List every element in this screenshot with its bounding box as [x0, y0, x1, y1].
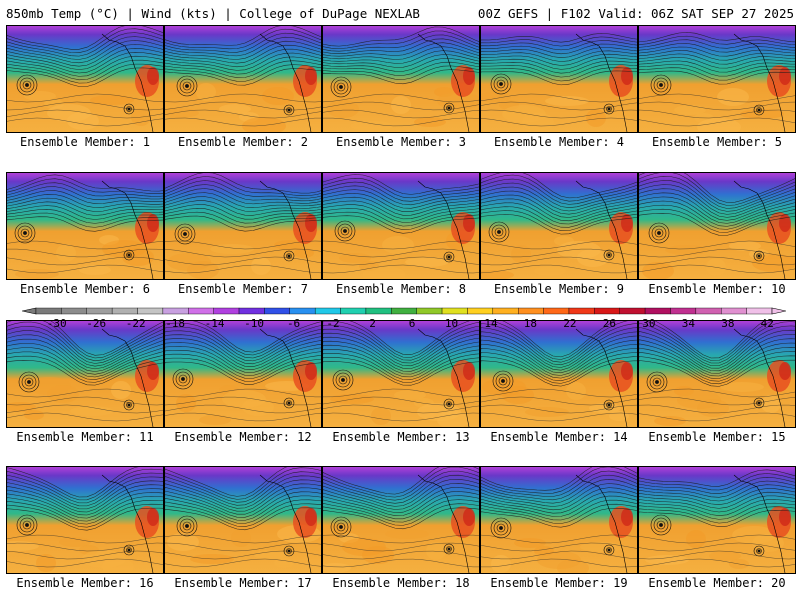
colorbar-segment — [314, 307, 341, 315]
colorbar-tick-label: -30 — [47, 317, 67, 330]
colorbar-segment — [543, 307, 570, 315]
temperature-map — [322, 320, 480, 428]
colorbar-segment — [35, 307, 62, 315]
colorbar-left-arrow — [22, 307, 37, 315]
member-caption: Ensemble Member: 20 — [648, 576, 786, 590]
colorbar-tick-label: 30 — [642, 317, 655, 330]
temperature-map — [480, 320, 638, 428]
colorbar-segment — [213, 307, 240, 315]
colorbar-segment — [188, 307, 214, 315]
colorbar-segment — [416, 307, 443, 315]
member-caption: Ensemble Member: 6 — [19, 282, 151, 296]
temperature-map — [6, 25, 164, 133]
temperature-map — [6, 172, 164, 280]
temperature-map — [164, 320, 322, 428]
member-caption: Ensemble Member: 15 — [648, 430, 786, 444]
temperature-map — [480, 25, 638, 133]
temperature-map — [638, 172, 796, 280]
colorbar-segment — [695, 307, 722, 315]
colorbar-tick-label: -14 — [205, 317, 225, 330]
temperature-map — [322, 466, 480, 574]
colorbar-tick-label: 34 — [682, 317, 696, 330]
temperature-map — [6, 466, 164, 574]
temperature-map — [480, 466, 638, 574]
colorbar-segment — [721, 307, 747, 315]
colorbar-tick-label: -26 — [86, 317, 106, 330]
temperature-colorbar: -30 -26 -22 -18 -14 -10 -6 -2 2 6 10 14 18 22 26 30 34 38… — [22, 307, 786, 330]
member-caption: Ensemble Member: 18 — [332, 576, 470, 590]
member-caption: Ensemble Member: 10 — [648, 282, 786, 296]
temperature-map — [6, 320, 164, 428]
temperature-map — [164, 172, 322, 280]
colorbar-tick-label: -22 — [126, 317, 146, 330]
colorbar-segment — [340, 307, 367, 315]
colorbar-segment — [619, 307, 646, 315]
member-caption: Ensemble Member: 1 — [19, 135, 151, 149]
colorbar-segment — [137, 307, 164, 315]
colorbar-segment — [264, 307, 290, 315]
colorbar-tick-label: 22 — [563, 317, 576, 330]
colorbar-tick-label: -18 — [165, 317, 185, 330]
colorbar-tick-label: -6 — [287, 317, 300, 330]
colorbar-segment — [441, 307, 468, 315]
colorbar-segment — [162, 307, 189, 315]
colorbar-tick-label: 10 — [445, 317, 458, 330]
colorbar-segment — [61, 307, 87, 315]
header-title: 850mb Temp (°C) | Wind (kts) | College o… — [6, 6, 420, 21]
colorbar-segment — [111, 307, 138, 315]
colorbar-tick-label: -2 — [326, 317, 339, 330]
member-caption: Ensemble Member: 8 — [335, 282, 467, 296]
colorbar-tick-label: 26 — [603, 317, 616, 330]
colorbar-segment — [644, 307, 671, 315]
colorbar-segment — [518, 307, 544, 315]
member-caption: Ensemble Member: 7 — [177, 282, 309, 296]
member-caption: Ensemble Member: 4 — [493, 135, 625, 149]
member-caption: Ensemble Member: 17 — [174, 576, 312, 590]
header-valid-time: 00Z GEFS | F102 Valid: 06Z SAT SEP 27 20… — [477, 6, 794, 21]
colorbar-tick-label: 42 — [761, 317, 774, 330]
member-caption: Ensemble Member: 16 — [16, 576, 154, 590]
colorbar-segment — [238, 307, 265, 315]
colorbar-segment — [391, 307, 417, 315]
colorbar-segment — [594, 307, 620, 315]
temperature-map — [638, 25, 796, 133]
colorbar-tick-label: 38 — [721, 317, 734, 330]
temperature-map — [322, 172, 480, 280]
colorbar-tick-label: 2 — [369, 317, 376, 330]
temperature-map — [638, 320, 796, 428]
colorbar-segment — [568, 307, 595, 315]
temperature-map — [480, 172, 638, 280]
member-caption: Ensemble Member: 19 — [490, 576, 628, 590]
member-caption: Ensemble Member: 3 — [335, 135, 467, 149]
colorbar-tick-label: 6 — [409, 317, 416, 330]
colorbar-right-arrow — [771, 307, 786, 315]
colorbar-segment — [289, 307, 316, 315]
member-caption: Ensemble Member: 11 — [16, 430, 154, 444]
member-caption: Ensemble Member: 13 — [332, 430, 470, 444]
colorbar-tick-label: 18 — [524, 317, 537, 330]
temperature-map — [322, 25, 480, 133]
temperature-map — [164, 466, 322, 574]
colorbar-tick-label: -10 — [244, 317, 264, 330]
colorbar-segment — [492, 307, 519, 315]
member-caption: Ensemble Member: 14 — [490, 430, 628, 444]
temperature-map — [164, 25, 322, 133]
colorbar-segment — [365, 307, 392, 315]
member-caption: Ensemble Member: 2 — [177, 135, 309, 149]
member-caption: Ensemble Member: 5 — [651, 135, 783, 149]
member-caption: Ensemble Member: 9 — [493, 282, 625, 296]
member-caption: Ensemble Member: 12 — [174, 430, 312, 444]
temperature-map — [638, 466, 796, 574]
colorbar-tick-label: 14 — [484, 317, 498, 330]
colorbar-segment — [746, 307, 773, 315]
colorbar-segment — [86, 307, 113, 315]
colorbar-segment — [467, 307, 494, 315]
colorbar-segment — [670, 307, 697, 315]
